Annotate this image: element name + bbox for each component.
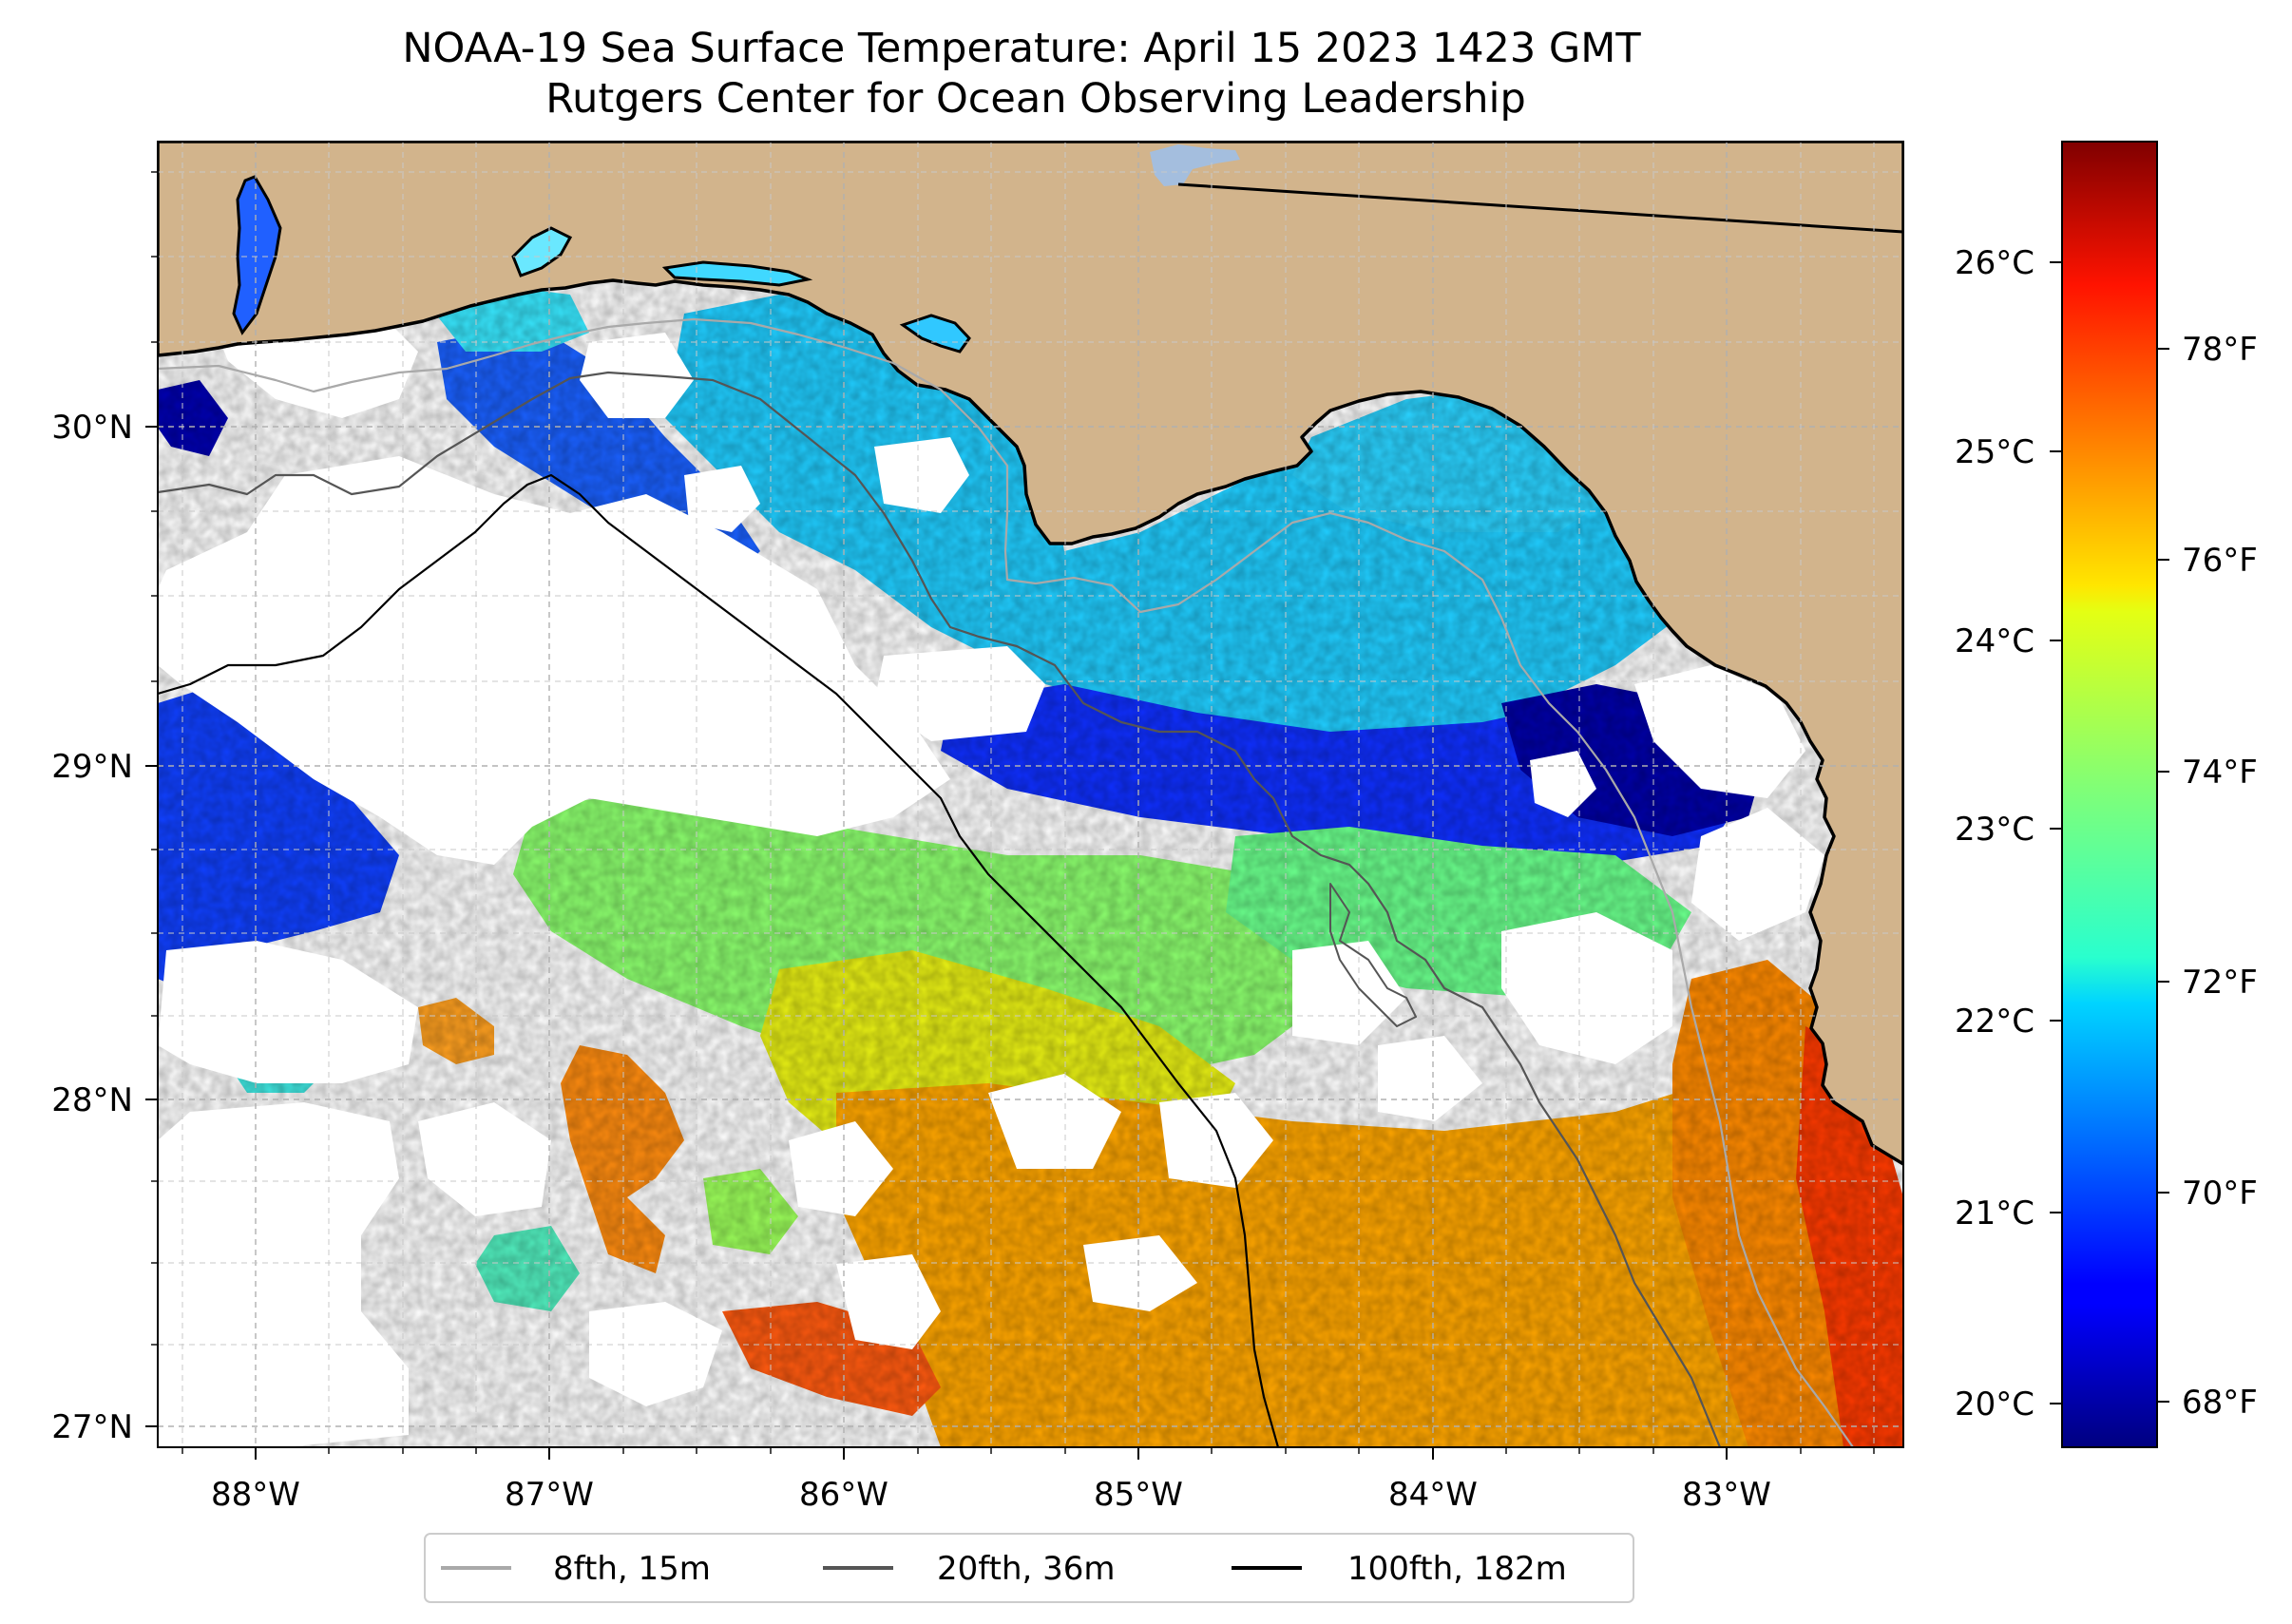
- colorbar-celsius-label: 24°C: [1955, 622, 2034, 660]
- figure-title-line2: Rutgers Center for Ocean Observing Leade…: [545, 75, 1526, 123]
- figure-title-line1: NOAA-19 Sea Surface Temperature: April 1…: [402, 25, 1641, 72]
- isobath-legend: 8fth, 15m 20fth, 36m 100fth, 182m: [424, 1533, 1634, 1603]
- graticule: [158, 142, 1903, 1447]
- cloud-ne-1: [874, 437, 969, 513]
- isobath-20fth-islands: [1329, 883, 1417, 1027]
- isobaths: [158, 317, 1854, 1447]
- coast-bay-mobile: [511, 226, 573, 277]
- colorbar-celsius-label: 25°C: [1955, 433, 2034, 471]
- lat-tick-label: 29°N: [51, 748, 133, 786]
- cloud-sw-1: [158, 941, 418, 1083]
- colorbar-celsius-label: 23°C: [1955, 811, 2034, 849]
- colorbar-fahrenheit-label: 68°F: [2182, 1384, 2258, 1422]
- lon-tick-label: 85°W: [1094, 1476, 1183, 1514]
- legend-label-100fth: 100fth, 182m: [1347, 1550, 1567, 1588]
- colorbar-fahrenheit-label: 76°F: [2182, 542, 2258, 580]
- cloud-s-2: [789, 1121, 893, 1216]
- cloud-e-2: [1634, 665, 1805, 798]
- colorbar-fahrenheit-label: 74°F: [2182, 754, 2258, 792]
- coast-bay-pensacola: [661, 260, 813, 287]
- legend-box: [424, 1533, 1634, 1603]
- lon-tick-labels: 88°W 87°W 86°W 85°W 84°W 83°W: [211, 1476, 1771, 1514]
- cloud-c-2: [1159, 1093, 1273, 1188]
- lon-tick-label: 86°W: [799, 1476, 888, 1514]
- axis-minor-tick-marks: [151, 171, 1875, 1454]
- colorbar-fahrenheit-label: 78°F: [2182, 331, 2258, 369]
- colorbar-celsius-label: 20°C: [1955, 1385, 2034, 1423]
- state-border: [1177, 182, 1903, 234]
- cloud-s-1: [589, 1302, 722, 1406]
- grid-minor: [158, 142, 1903, 1447]
- legend-label-8fth: 8fth, 15m: [553, 1550, 711, 1588]
- cloud-central-large: [158, 456, 950, 865]
- axis-tick-marks: [145, 426, 1728, 1460]
- colorbar-celsius-label: 21°C: [1955, 1194, 2034, 1232]
- colorbar-celsius-ticks: [2050, 261, 2062, 1404]
- colorbar-gradient: [2061, 141, 2158, 1448]
- lon-tick-label: 87°W: [505, 1476, 594, 1514]
- legend-label-20fth: 20fth, 36m: [937, 1550, 1116, 1588]
- isobath-8fth-15m: [158, 317, 1854, 1447]
- cloud-sw-3: [418, 1102, 551, 1216]
- cloud-e-3: [1691, 808, 1824, 941]
- colorbar-celsius-label: 26°C: [1955, 244, 2034, 282]
- cloud-e-1: [1501, 912, 1672, 1064]
- lat-tick-label: 28°N: [51, 1081, 133, 1119]
- lat-tick-label: 27°N: [51, 1408, 133, 1446]
- colorbar: 20°C 21°C 22°C 23°C 24°C 25°C 26°C 68°F …: [1955, 141, 2258, 1448]
- isobath-20fth-36m: [158, 371, 1722, 1447]
- map-frame: [157, 141, 1904, 1448]
- cloud-mask: [158, 295, 1824, 1447]
- isobath-100fth-182m: [158, 473, 1280, 1447]
- lake: [1150, 144, 1240, 186]
- coast-bay-west: [232, 175, 282, 335]
- lat-tick-label: 30°N: [51, 409, 133, 447]
- cloud-c-3: [1083, 1235, 1197, 1311]
- map-panel: [158, 142, 1903, 1447]
- lon-tick-label: 83°W: [1682, 1476, 1771, 1514]
- colorbar-celsius-label: 22°C: [1955, 1003, 2034, 1041]
- cloud-c-4: [1292, 941, 1406, 1045]
- cloud-sw-2: [158, 1102, 409, 1447]
- lon-tick-label: 84°W: [1388, 1476, 1478, 1514]
- cloud-ne-2: [684, 466, 760, 532]
- colorbar-fahrenheit-ticks: [2157, 348, 2169, 1403]
- cloud-nc-1: [874, 646, 1045, 741]
- cloud-c-1: [988, 1074, 1121, 1169]
- colorbar-fahrenheit-label: 72°F: [2182, 964, 2258, 1002]
- colorbar-fahrenheit-label: 70°F: [2182, 1175, 2258, 1213]
- cloud-s-3: [836, 1254, 941, 1349]
- lon-tick-label: 88°W: [211, 1476, 300, 1514]
- lat-tick-labels: 30°N 29°N 28°N 27°N: [51, 409, 133, 1446]
